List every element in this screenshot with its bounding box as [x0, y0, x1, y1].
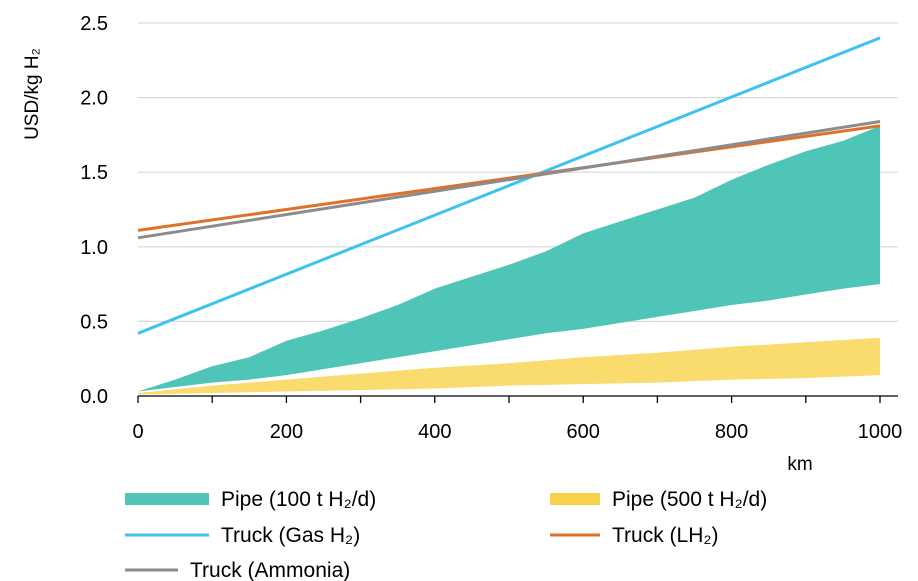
y-tick-label: 1.0	[80, 237, 108, 259]
y-tick-label: 0.0	[80, 386, 108, 408]
x-axis-label: km	[787, 454, 812, 475]
x-tick-label: 1000	[858, 421, 903, 443]
area-band-pipe-100t	[138, 125, 880, 392]
y-tick-label: 2.5	[80, 13, 108, 35]
x-tick-label: 0	[132, 421, 143, 443]
legend-label: Pipe (500 t H₂/d)	[612, 488, 767, 511]
y-tick-label: 1.5	[80, 162, 108, 184]
legend: Pipe (100 t H₂/d) Pipe (500 t H₂/d) Truck …	[125, 488, 767, 581]
legend-label: Pipe (100 t H₂/d)	[221, 488, 376, 511]
legend-swatch-pipe-100t	[125, 493, 209, 505]
x-tick-label: 800	[715, 421, 748, 443]
series-lines	[137, 36, 881, 335]
legend-swatch-pipe-500t	[550, 493, 600, 505]
x-tick-label: 200	[270, 421, 303, 443]
legend-label: Truck (LH₂)	[612, 524, 719, 547]
legend-label: Truck (Gas H₂)	[221, 524, 360, 547]
area-band-pipe-500t	[138, 337, 880, 395]
axes: 0.0 0.5 1.0 1.5 2.0 2.5 0 200 400 600 800 1000	[80, 13, 902, 443]
x-tick-label: 400	[418, 421, 451, 443]
y-tick-label: 0.5	[80, 311, 108, 333]
truck-gas-h2-line	[137, 36, 881, 335]
x-tick-label: 600	[567, 421, 600, 443]
y-axis-label: USD/kg H₂	[22, 48, 43, 140]
y-tick-label: 2.0	[80, 88, 108, 110]
legend-label: Truck (Ammonia)	[190, 559, 350, 581]
truck-ammonia-line	[137, 120, 881, 240]
area-bands	[138, 125, 880, 395]
